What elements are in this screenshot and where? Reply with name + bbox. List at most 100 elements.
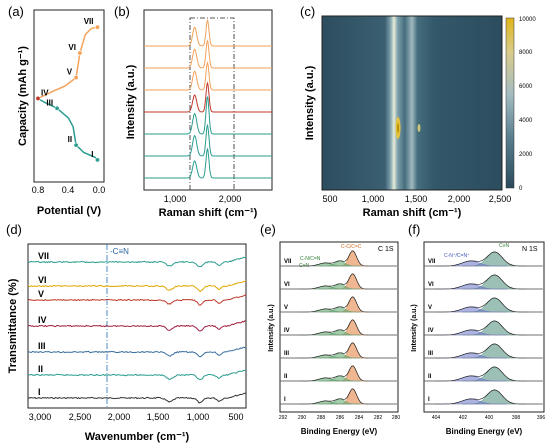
panel-f-label-V: V	[428, 305, 432, 311]
panel-e-label-II: II	[284, 374, 288, 380]
panel-d-spectrum-VI	[27, 280, 247, 293]
panel-a-frame	[33, 9, 105, 183]
panel-e-ann-cn: C-N/C=N	[300, 256, 321, 262]
panel-f-ann-cyano: C≡N	[499, 243, 510, 249]
panel-c-xtick-5: 2,500	[489, 194, 512, 204]
panel-b-highlight-box	[189, 17, 235, 191]
panel-a-curve-1	[37, 97, 99, 161]
panel-f-xlabel: Binding Energy (eV)	[446, 427, 523, 436]
panel-f-label-III: III	[428, 351, 433, 357]
panel-a-label-V: V	[67, 68, 73, 77]
panel-f-label-VII: VII	[428, 259, 436, 265]
panel-e-label-VI: VI	[284, 282, 290, 288]
panel-a-label-VI: VI	[68, 43, 76, 52]
panel-a-label-II: II	[68, 135, 72, 144]
panel-c-xlabel: Raman shift (cm⁻¹)	[363, 207, 462, 219]
panel-e-label-IV: IV	[284, 328, 290, 334]
panel-e-label-III: III	[284, 351, 289, 357]
panel-f-xtick-5: 396	[537, 415, 546, 421]
panel-d-xtick-4: 1,500	[147, 412, 170, 422]
panel-f-xtick-2: 402	[459, 415, 468, 421]
panel-a-label-III: III	[46, 98, 53, 107]
panel-b-spectrum-VII	[144, 19, 272, 47]
panel-f-label-I: I	[428, 397, 430, 403]
panel-d-cn-label: -C≡N	[110, 247, 129, 256]
panel-f-xtick-3: 400	[485, 415, 494, 421]
panel-e-ann-cc: C-C/C=C	[341, 244, 362, 250]
panel-d-xtick-3: 2,000	[108, 412, 131, 422]
panel-e-xtick-6: 282	[374, 415, 383, 421]
panel-a-label-VII: VII	[84, 17, 94, 26]
panel-a-ylabel: Capacity (mAh g⁻¹)	[17, 46, 29, 146]
panel-d-xtick-2: 2,500	[69, 412, 92, 422]
panel-e-xlabel: Binding Energy (eV)	[301, 427, 378, 436]
panel-b-xtick-1: 1,000	[164, 194, 187, 204]
panel-c-xtick-2: 1,000	[362, 194, 385, 204]
panel-c-cbar-tick-3: 6000	[519, 84, 533, 90]
panel-a-point-V	[73, 75, 79, 81]
panel-b-spectrum-V	[144, 61, 272, 91]
panel-a-xlabel: Potential (V)	[37, 205, 102, 217]
panel-f-ylabel: Intensity (a.u.)	[411, 304, 418, 351]
panel-d-spectrum-IV	[27, 320, 246, 332]
panel-b-spectrum-I	[144, 147, 272, 179]
panel-f-label-II: II	[428, 374, 432, 380]
panel-a-point-I	[94, 157, 100, 163]
panel-a-letter: (a)	[8, 4, 24, 19]
panel-a-point-III	[54, 105, 60, 111]
panel-b-ylabel: Intensity (a.u.)	[125, 64, 137, 139]
panel-e-letter: (e)	[260, 222, 276, 237]
panel-c-hotspot-second	[417, 124, 421, 132]
panel-d-label-V: V	[38, 289, 44, 299]
panel-c-ylabel: Intensity (a.u.)	[304, 65, 316, 140]
panel-a-point-VII	[94, 24, 100, 30]
panel-f-frame	[423, 241, 545, 413]
panel-f-corner: N 1S	[522, 246, 538, 253]
panel-d-spectrum-V	[27, 294, 247, 306]
panel-d-spectrum-VII	[27, 256, 247, 268]
panel-f-xtick-4: 398	[512, 415, 521, 421]
panel-c-xtick-4: 2,000	[448, 194, 471, 204]
panel-a-label-IV: IV	[41, 88, 49, 97]
panel-a-xtick-3: 0.0	[93, 185, 106, 195]
panel-e-xtick-1: 292	[279, 415, 288, 421]
panel-e-xtick-4: 286	[336, 415, 345, 421]
panel-b-spectrum-II	[144, 123, 272, 157]
panel-d-xtick-5: 1,000	[187, 412, 210, 422]
panel-e-label-I: I	[284, 397, 286, 403]
panel-d-xtick-6: 500	[228, 412, 243, 422]
panel-c-colorbar	[505, 17, 515, 189]
panel-b-spectrum-VI	[144, 39, 272, 69]
panel-e: (e) C 1S C-N/C=N C-C/C=C C≡N IIIIIIIVVVI…	[260, 222, 400, 436]
panel-a-point-II	[73, 142, 79, 148]
panel-a-xtick-1: 0.8	[32, 185, 45, 195]
panel-d-label-IV: IV	[38, 315, 47, 325]
panel-b-letter: (b)	[114, 4, 130, 19]
panel-d-spectrum-I	[27, 392, 247, 404]
panel-d-label-II: II	[38, 364, 43, 374]
panel-c-cbar-tick-4: 8000	[519, 50, 533, 56]
panel-c-cbar-tick-2: 4000	[519, 118, 533, 124]
panel-a-curve-2	[37, 26, 98, 100]
panel-c-hotspot-core	[397, 123, 399, 133]
panel-a-xtick-2: 0.4	[62, 185, 75, 195]
panel-d-label-I: I	[38, 387, 41, 397]
panel-c-frame	[321, 15, 503, 191]
panel-a-point-VI	[77, 50, 83, 56]
panel-c-letter: (c)	[300, 4, 315, 19]
panel-d-letter: (d)	[6, 222, 22, 237]
panel-b-plot	[144, 19, 272, 179]
panel-e-label-V: V	[284, 305, 288, 311]
panel-d-xlabel: Wavenumber (cm⁻¹)	[85, 431, 190, 443]
panel-c-heatmap	[322, 16, 502, 190]
panel-e-ylabel: Intensity (a.u.)	[268, 304, 275, 351]
panel-d-spectrum-II	[27, 369, 247, 381]
panel-c-cbar-tick-0: 0	[519, 186, 523, 192]
panel-e-xtick-7: 280	[392, 415, 401, 421]
panel-f-letter: (f)	[408, 222, 420, 237]
